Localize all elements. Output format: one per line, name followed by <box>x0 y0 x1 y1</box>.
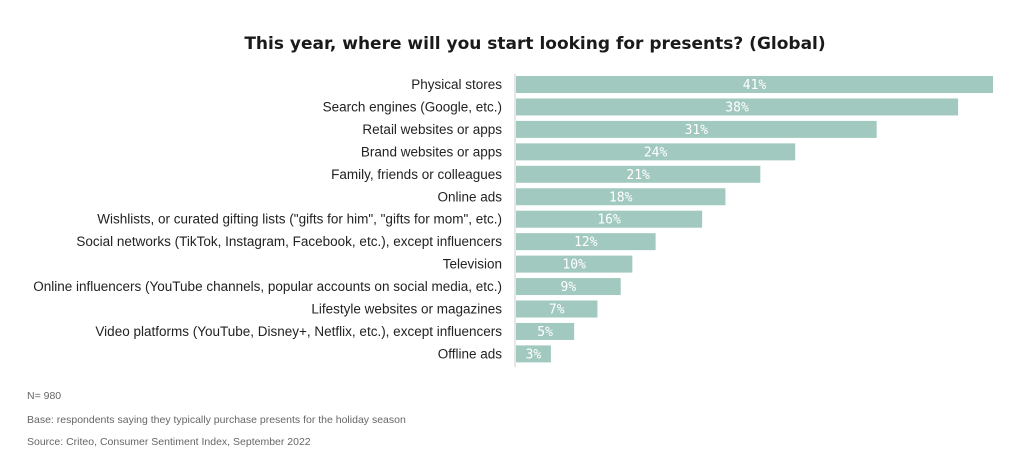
category-label: Lifestyle websites or magazines <box>311 302 502 317</box>
bar <box>516 143 796 161</box>
source-note: Source: Criteo, Consumer Sentiment Index… <box>27 436 311 448</box>
bar <box>516 188 726 206</box>
bars-layer: Physical stores 41% Search engines (Google… <box>33 76 993 363</box>
bar-value-label: 5% <box>537 325 553 340</box>
category-label: Family, friends or colleagues <box>331 167 502 182</box>
bar <box>516 233 656 251</box>
bar-value-label: 18% <box>609 190 633 205</box>
bar-value-label: 31% <box>685 123 709 138</box>
bar <box>516 98 959 116</box>
bar-value-label: 7% <box>549 303 565 318</box>
category-label: Retail websites or apps <box>362 122 502 137</box>
category-label: Video platforms (YouTube, Disney+, Netfl… <box>95 324 502 339</box>
bar-value-label: 16% <box>597 213 621 228</box>
bar <box>516 300 598 318</box>
category-label: Physical stores <box>411 77 502 92</box>
bar-value-label: 41% <box>743 78 767 93</box>
bar <box>516 255 633 273</box>
category-label: Search engines (Google, etc.) <box>323 99 502 114</box>
bar <box>516 210 703 228</box>
sample-size-note: N= 980 <box>27 390 62 402</box>
bar <box>516 322 575 340</box>
base-note: Base: respondents saying they typically … <box>27 414 406 426</box>
category-label: Social networks (TikTok, Instagram, Face… <box>76 234 502 249</box>
bar-value-label: 9% <box>561 280 577 295</box>
category-label: Brand websites or apps <box>361 144 502 159</box>
bar-value-label: 38% <box>725 100 749 115</box>
bar-value-label: 21% <box>626 168 650 183</box>
bar <box>516 345 551 363</box>
category-label: Wishlists, or curated gifting lists ("gi… <box>97 212 502 227</box>
bar-value-label: 10% <box>562 258 586 273</box>
bar-value-label: 3% <box>526 347 542 362</box>
chart-title: This year, where will you start looking … <box>244 34 826 54</box>
bar-value-label: 24% <box>644 145 668 160</box>
category-label: Online influencers (YouTube channels, po… <box>33 279 502 294</box>
bar <box>516 278 621 296</box>
category-label: Television <box>443 257 502 272</box>
bar <box>516 165 761 183</box>
bar <box>516 76 993 93</box>
category-label: Offline ads <box>438 346 503 361</box>
bar <box>516 120 877 138</box>
category-label: Online ads <box>437 189 502 204</box>
bar-value-label: 12% <box>574 235 598 250</box>
